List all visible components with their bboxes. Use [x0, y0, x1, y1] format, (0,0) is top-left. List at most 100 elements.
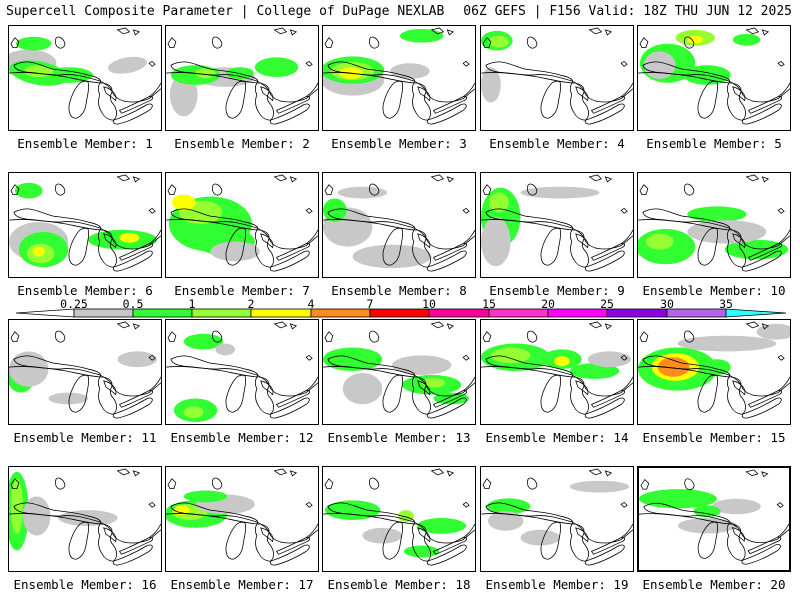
scp-field-map: [481, 27, 633, 125]
western-lakes-outline: [482, 37, 492, 48]
scp-contour-fill: [342, 372, 383, 405]
island-outline: [777, 60, 785, 67]
st-lawrence-outline: [462, 229, 475, 244]
scp-contour-fill: [657, 357, 690, 377]
scp-field-map: [481, 321, 633, 419]
st-lawrence-outline: [620, 376, 633, 391]
western-lakes-outline: [639, 37, 649, 48]
member-label: Ensemble Member: 16: [13, 577, 157, 592]
lake-nipigon-outline: [368, 183, 380, 196]
western-lakes-outline: [167, 478, 177, 489]
member-label: Ensemble Member: 5: [646, 136, 782, 151]
scp-contour-fill: [9, 351, 49, 387]
legend-tick-label: 1: [188, 297, 196, 311]
scp-contour-fill: [23, 65, 54, 78]
northern-coast-outline: [745, 321, 770, 330]
island-outline: [148, 501, 156, 508]
lake-nipigon-outline: [526, 183, 538, 196]
lake-nipigon-outline: [368, 36, 380, 49]
member-label: Ensemble Member: 2: [174, 136, 310, 151]
canada-border: [481, 72, 633, 103]
georgian-bay-outline: [417, 233, 431, 249]
great-lakes-outline: [13, 502, 154, 566]
member-label: Ensemble Member: 10: [642, 283, 786, 298]
canada-border: [166, 513, 318, 544]
georgian-bay-outline: [103, 380, 117, 396]
scp-contour-fill: [756, 323, 790, 340]
lake-nipigon-outline: [683, 183, 695, 196]
scp-contour-fill: [398, 510, 414, 522]
scp-field-map: [166, 174, 318, 272]
scp-contour-fill: [32, 246, 45, 257]
georgian-bay-outline: [417, 86, 431, 102]
lake-nipigon-outline: [54, 36, 66, 49]
western-lakes-outline: [10, 331, 20, 342]
great-lakes-outline: [642, 355, 783, 419]
scp-contour-fill: [15, 36, 52, 51]
legend-swatch: [488, 308, 549, 318]
northern-coast-outline: [273, 468, 298, 477]
scp-contour-fill: [119, 232, 140, 243]
canada-border: [323, 219, 475, 250]
scp-contour-fill: [693, 505, 721, 518]
great-lakes-outline: [170, 355, 311, 419]
scp-field-map: [638, 27, 790, 125]
legend-overflow-arrow: [725, 308, 787, 318]
georgian-bay-outline: [260, 527, 274, 543]
canada-border: [638, 72, 790, 103]
st-lawrence-outline: [305, 82, 318, 97]
scp-contour-fill: [48, 392, 88, 405]
western-lakes-outline: [324, 478, 334, 489]
map-panel-member-18: [322, 466, 476, 572]
st-lawrence-outline: [148, 82, 161, 97]
canada-border: [9, 219, 161, 250]
map-panel-member-10: [637, 172, 791, 278]
scp-contour-fill: [554, 356, 570, 367]
island-outline: [305, 501, 313, 508]
scp-contour-fill: [324, 500, 381, 520]
great-lakes-outline: [13, 61, 154, 125]
island-outline: [148, 60, 156, 67]
georgian-bay-outline: [103, 233, 117, 249]
scp-contour-fill: [215, 343, 236, 356]
scp-contour-fill: [210, 241, 260, 262]
scp-contour-fill: [490, 347, 531, 364]
scp-contour-fill: [43, 67, 93, 83]
island-outline: [777, 207, 785, 214]
canada-border: [166, 219, 318, 250]
island-outline: [462, 207, 470, 214]
western-lakes-outline: [639, 331, 649, 342]
st-lawrence-outline: [148, 523, 161, 538]
great-lakes-outline: [327, 355, 468, 419]
scp-contour-fill: [703, 359, 731, 375]
scp-contour-fill: [323, 198, 347, 223]
member-label: Ensemble Member: 7: [174, 283, 310, 298]
scp-contour-fill: [352, 244, 432, 269]
great-lakes-outline: [170, 208, 311, 272]
canada-border: [9, 72, 161, 103]
great-lakes-outline: [485, 61, 626, 125]
scp-contour-fill: [421, 377, 446, 388]
scp-contour-fill: [362, 527, 402, 544]
member-label: Ensemble Member: 6: [17, 283, 153, 298]
scp-contour-fill: [481, 217, 511, 267]
georgian-bay-outline: [260, 86, 274, 102]
great-lakes-outline: [170, 502, 311, 566]
northern-coast-outline: [116, 321, 141, 330]
scp-contour-fill: [173, 505, 190, 516]
scp-contour-fill: [10, 478, 23, 534]
st-lawrence-outline: [462, 82, 475, 97]
scp-contour-fill: [569, 363, 620, 379]
st-lawrence-outline: [148, 376, 161, 391]
scp-contour-fill: [587, 351, 632, 368]
legend-swatch: [191, 308, 252, 318]
scp-contour-fill: [58, 510, 118, 526]
western-lakes-outline: [639, 184, 649, 195]
legend-swatch: [606, 308, 668, 318]
st-lawrence-outline: [305, 523, 318, 538]
scp-contour-fill: [117, 351, 158, 368]
scp-contour-fill: [520, 529, 560, 546]
lake-nipigon-outline: [54, 183, 66, 196]
map-panel-member-4: [480, 25, 634, 131]
member-label: Ensemble Member: 19: [485, 577, 629, 592]
